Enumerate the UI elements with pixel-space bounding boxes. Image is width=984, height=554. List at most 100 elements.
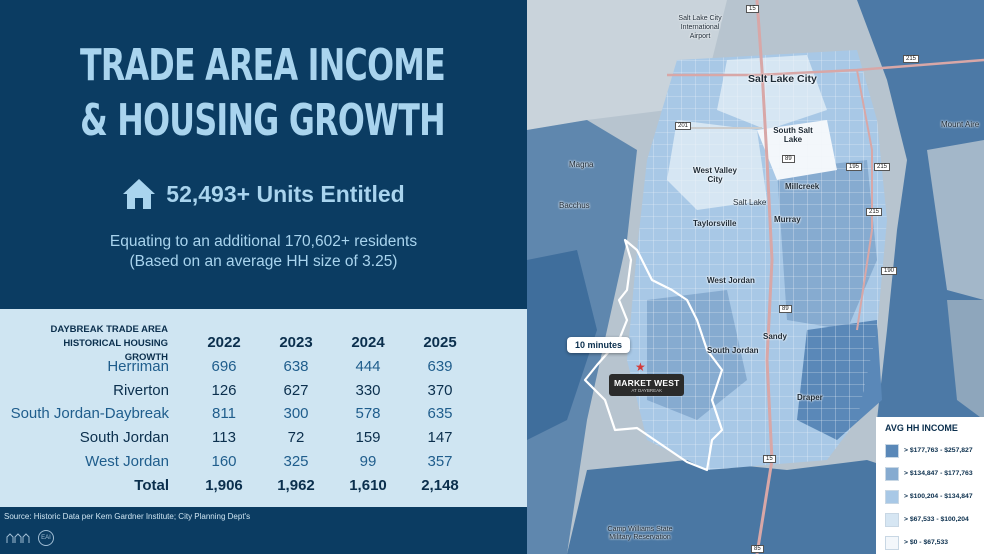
table-label-line-2: HISTORICAL HOUSING GROWTH	[63, 338, 168, 363]
legend-item: > $177,763 - $257,827	[885, 439, 984, 462]
place-label: Bacchus	[559, 201, 590, 210]
row-value: 696	[211, 358, 237, 375]
residents-note: Equating to an additional 170,602+ resid…	[0, 232, 527, 272]
row-city: Riverton	[113, 382, 169, 399]
row-value: 147	[427, 429, 453, 446]
legend-item: > $67,533 - $100,204	[885, 508, 984, 531]
legend-label: > $134,847 - $177,763	[904, 470, 973, 477]
house-icon	[123, 179, 156, 209]
row-value: 160	[211, 453, 237, 470]
highway-shield: 201	[675, 122, 692, 130]
highway-shield: 195	[846, 163, 863, 171]
legend-swatch	[885, 466, 899, 481]
total-value: 2,148	[421, 477, 459, 494]
legend-label: > $67,533 - $100,204	[904, 516, 969, 523]
site-marker[interactable]: MARKET WEST AT DAYBREAK	[609, 374, 685, 396]
page-title: TRADE AREA INCOME & HOUSING GROWTH	[73, 38, 452, 148]
info-panel: TRADE AREA INCOME & HOUSING GROWTH 52,49…	[0, 38, 527, 546]
highway-shield: 85	[751, 545, 764, 553]
total-value: 1,906	[205, 477, 243, 494]
row-value: 635	[427, 405, 453, 422]
place-label: Mount Aire	[941, 120, 980, 129]
place-label: Taylorsville	[693, 219, 737, 228]
legend-title: AVG HH INCOME	[885, 423, 958, 433]
highway-shield: 190	[881, 267, 898, 275]
table-row: South Jordan 113 72 159 147	[0, 429, 527, 452]
highway-shield: 15	[746, 5, 759, 13]
legend-swatch	[885, 489, 899, 504]
income-map[interactable]: Salt Lake City International Airport Sal…	[527, 0, 984, 554]
row-city: South Jordan-Daybreak	[10, 405, 169, 422]
row-value: 639	[427, 358, 453, 375]
highway-shield: 215	[866, 208, 883, 216]
highway-shield: 89	[779, 305, 792, 313]
residents-note-line-2: (Based on an average HH size of 3.25)	[129, 253, 398, 270]
place-label: Camp Williams State Military Reservation	[607, 526, 673, 541]
site-marker-sub: AT DAYBREAK	[631, 388, 663, 393]
place-label: Salt Lake City	[748, 73, 817, 85]
table-row: South Jordan-Daybreak 811 300 578 635	[0, 405, 527, 428]
legend-item: > $134,847 - $177,763	[885, 462, 984, 485]
drive-time-label: 10 minutes	[567, 337, 631, 353]
units-entitled-text: 52,493+ Units Entitled	[166, 180, 405, 207]
legend-label: > $0 - $67,533	[904, 539, 949, 546]
row-value: 330	[355, 382, 381, 399]
row-value: 357	[427, 453, 453, 470]
place-label: West Jordan	[707, 276, 755, 285]
title-line-1: TRADE AREA INCOME	[80, 40, 446, 91]
legend-swatch	[885, 535, 899, 550]
year-header: 2022	[207, 334, 241, 351]
place-label: Salt Lake	[733, 198, 767, 207]
table-total-row: Total 1,906 1,962 1,610 2,148	[0, 477, 527, 500]
row-value: 811	[212, 405, 236, 422]
site-star-icon: ★	[635, 360, 646, 374]
legend-swatch	[885, 512, 899, 527]
legend-label: > $100,204 - $134,847	[904, 493, 973, 500]
highway-shield: 89	[782, 155, 795, 163]
table-row: Riverton 126 627 330 370	[0, 382, 527, 405]
place-label: South Salt Lake	[773, 126, 813, 144]
row-value: 126	[211, 382, 237, 399]
row-city: West Jordan	[85, 453, 169, 470]
total-value: 1,962	[277, 477, 315, 494]
map-legend: AVG HH INCOME > $177,763 - $257,827 > $13…	[876, 417, 984, 554]
place-label: Murray	[774, 215, 801, 224]
year-header: 2025	[423, 334, 457, 351]
total-value: 1,610	[349, 477, 387, 494]
title-line-2: & HOUSING GROWTH	[80, 95, 446, 146]
total-label: Total	[134, 477, 169, 494]
footer-logos: EAI	[6, 530, 54, 546]
residents-note-line-1: Equating to an additional 170,602+ resid…	[109, 233, 418, 250]
row-value: 113	[212, 429, 236, 446]
row-value: 325	[283, 453, 309, 470]
highway-shield: 215	[903, 55, 920, 63]
units-entitled: 52,493+ Units Entitled	[0, 176, 527, 212]
place-label: West Valley City	[693, 166, 737, 184]
legend-item: > $0 - $67,533	[885, 531, 984, 554]
row-value: 99	[359, 453, 377, 470]
site-marker-name: MARKET WEST	[614, 378, 680, 388]
year-header: 2024	[351, 334, 385, 351]
table-row: Herriman 696 638 444 639	[0, 358, 527, 381]
place-label: Magna	[569, 160, 594, 169]
row-city: South Jordan	[79, 429, 169, 446]
row-value: 370	[427, 382, 453, 399]
row-value: 638	[283, 358, 309, 375]
source-note: Source: Historic Data per Kem Gardner In…	[4, 512, 251, 521]
place-label: South Jordan	[707, 346, 759, 355]
place-label: Salt Lake City International Airport	[678, 15, 722, 40]
highway-shield: 215	[874, 163, 891, 171]
row-value: 444	[355, 358, 381, 375]
table-label-line-1: DAYBREAK TRADE AREA	[50, 324, 168, 335]
table-row: West Jordan 160 325 99 357	[0, 453, 527, 476]
drive-time-boundary	[583, 238, 724, 472]
housing-growth-table: DAYBREAK TRADE AREA HISTORICAL HOUSING G…	[0, 309, 527, 507]
legend-item: > $100,204 - $134,847	[885, 485, 984, 508]
row-value: 578	[355, 405, 381, 422]
row-value: 159	[355, 429, 381, 446]
row-value: 627	[283, 382, 309, 399]
table-label: DAYBREAK TRADE AREA HISTORICAL HOUSING G…	[38, 323, 168, 365]
year-header: 2023	[279, 334, 313, 351]
legend-label: > $177,763 - $257,827	[904, 447, 973, 454]
row-value: 300	[283, 405, 309, 422]
